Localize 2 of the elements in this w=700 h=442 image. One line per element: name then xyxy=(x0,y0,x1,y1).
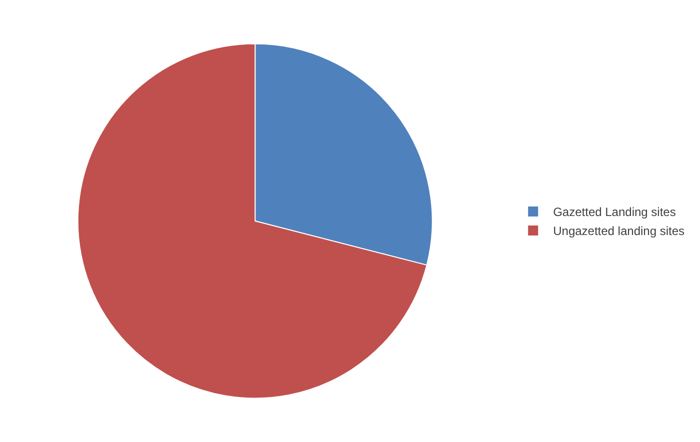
legend-label: Ungazetted landing sites xyxy=(553,224,685,238)
legend-label: Gazetted Landing sites xyxy=(553,205,676,220)
